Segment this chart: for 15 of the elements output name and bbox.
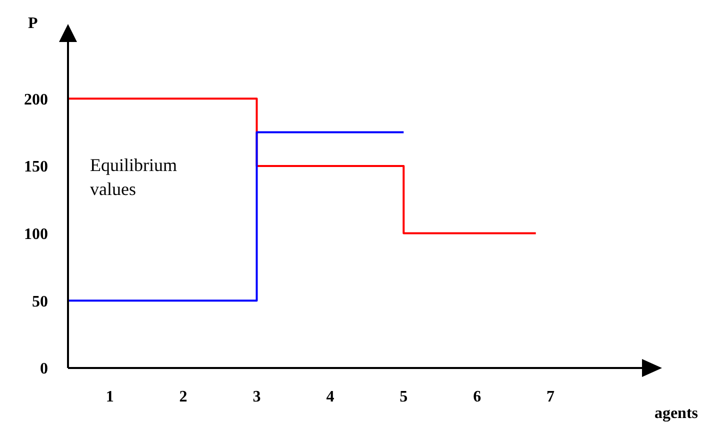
x-tick-label: 2 bbox=[179, 388, 188, 406]
x-tick-label: 5 bbox=[400, 388, 408, 406]
y-tick-label: 200 bbox=[24, 91, 48, 108]
y-tick-label: 150 bbox=[24, 158, 48, 176]
x-axis-title: agents bbox=[654, 405, 698, 422]
x-tick-label: 6 bbox=[473, 388, 482, 406]
y-tick-label: 50 bbox=[32, 293, 48, 310]
x-tick-label: 1 bbox=[106, 388, 114, 406]
x-tick-label: 4 bbox=[326, 388, 334, 406]
y-tick-label: 0 bbox=[40, 360, 48, 378]
y-tick-label: 100 bbox=[24, 226, 48, 243]
annotation: Equilibrium values bbox=[90, 154, 178, 201]
x-tick-label: 7 bbox=[546, 388, 555, 406]
y-axis-title: P bbox=[28, 15, 38, 32]
x-tick-label: 3 bbox=[252, 388, 261, 406]
